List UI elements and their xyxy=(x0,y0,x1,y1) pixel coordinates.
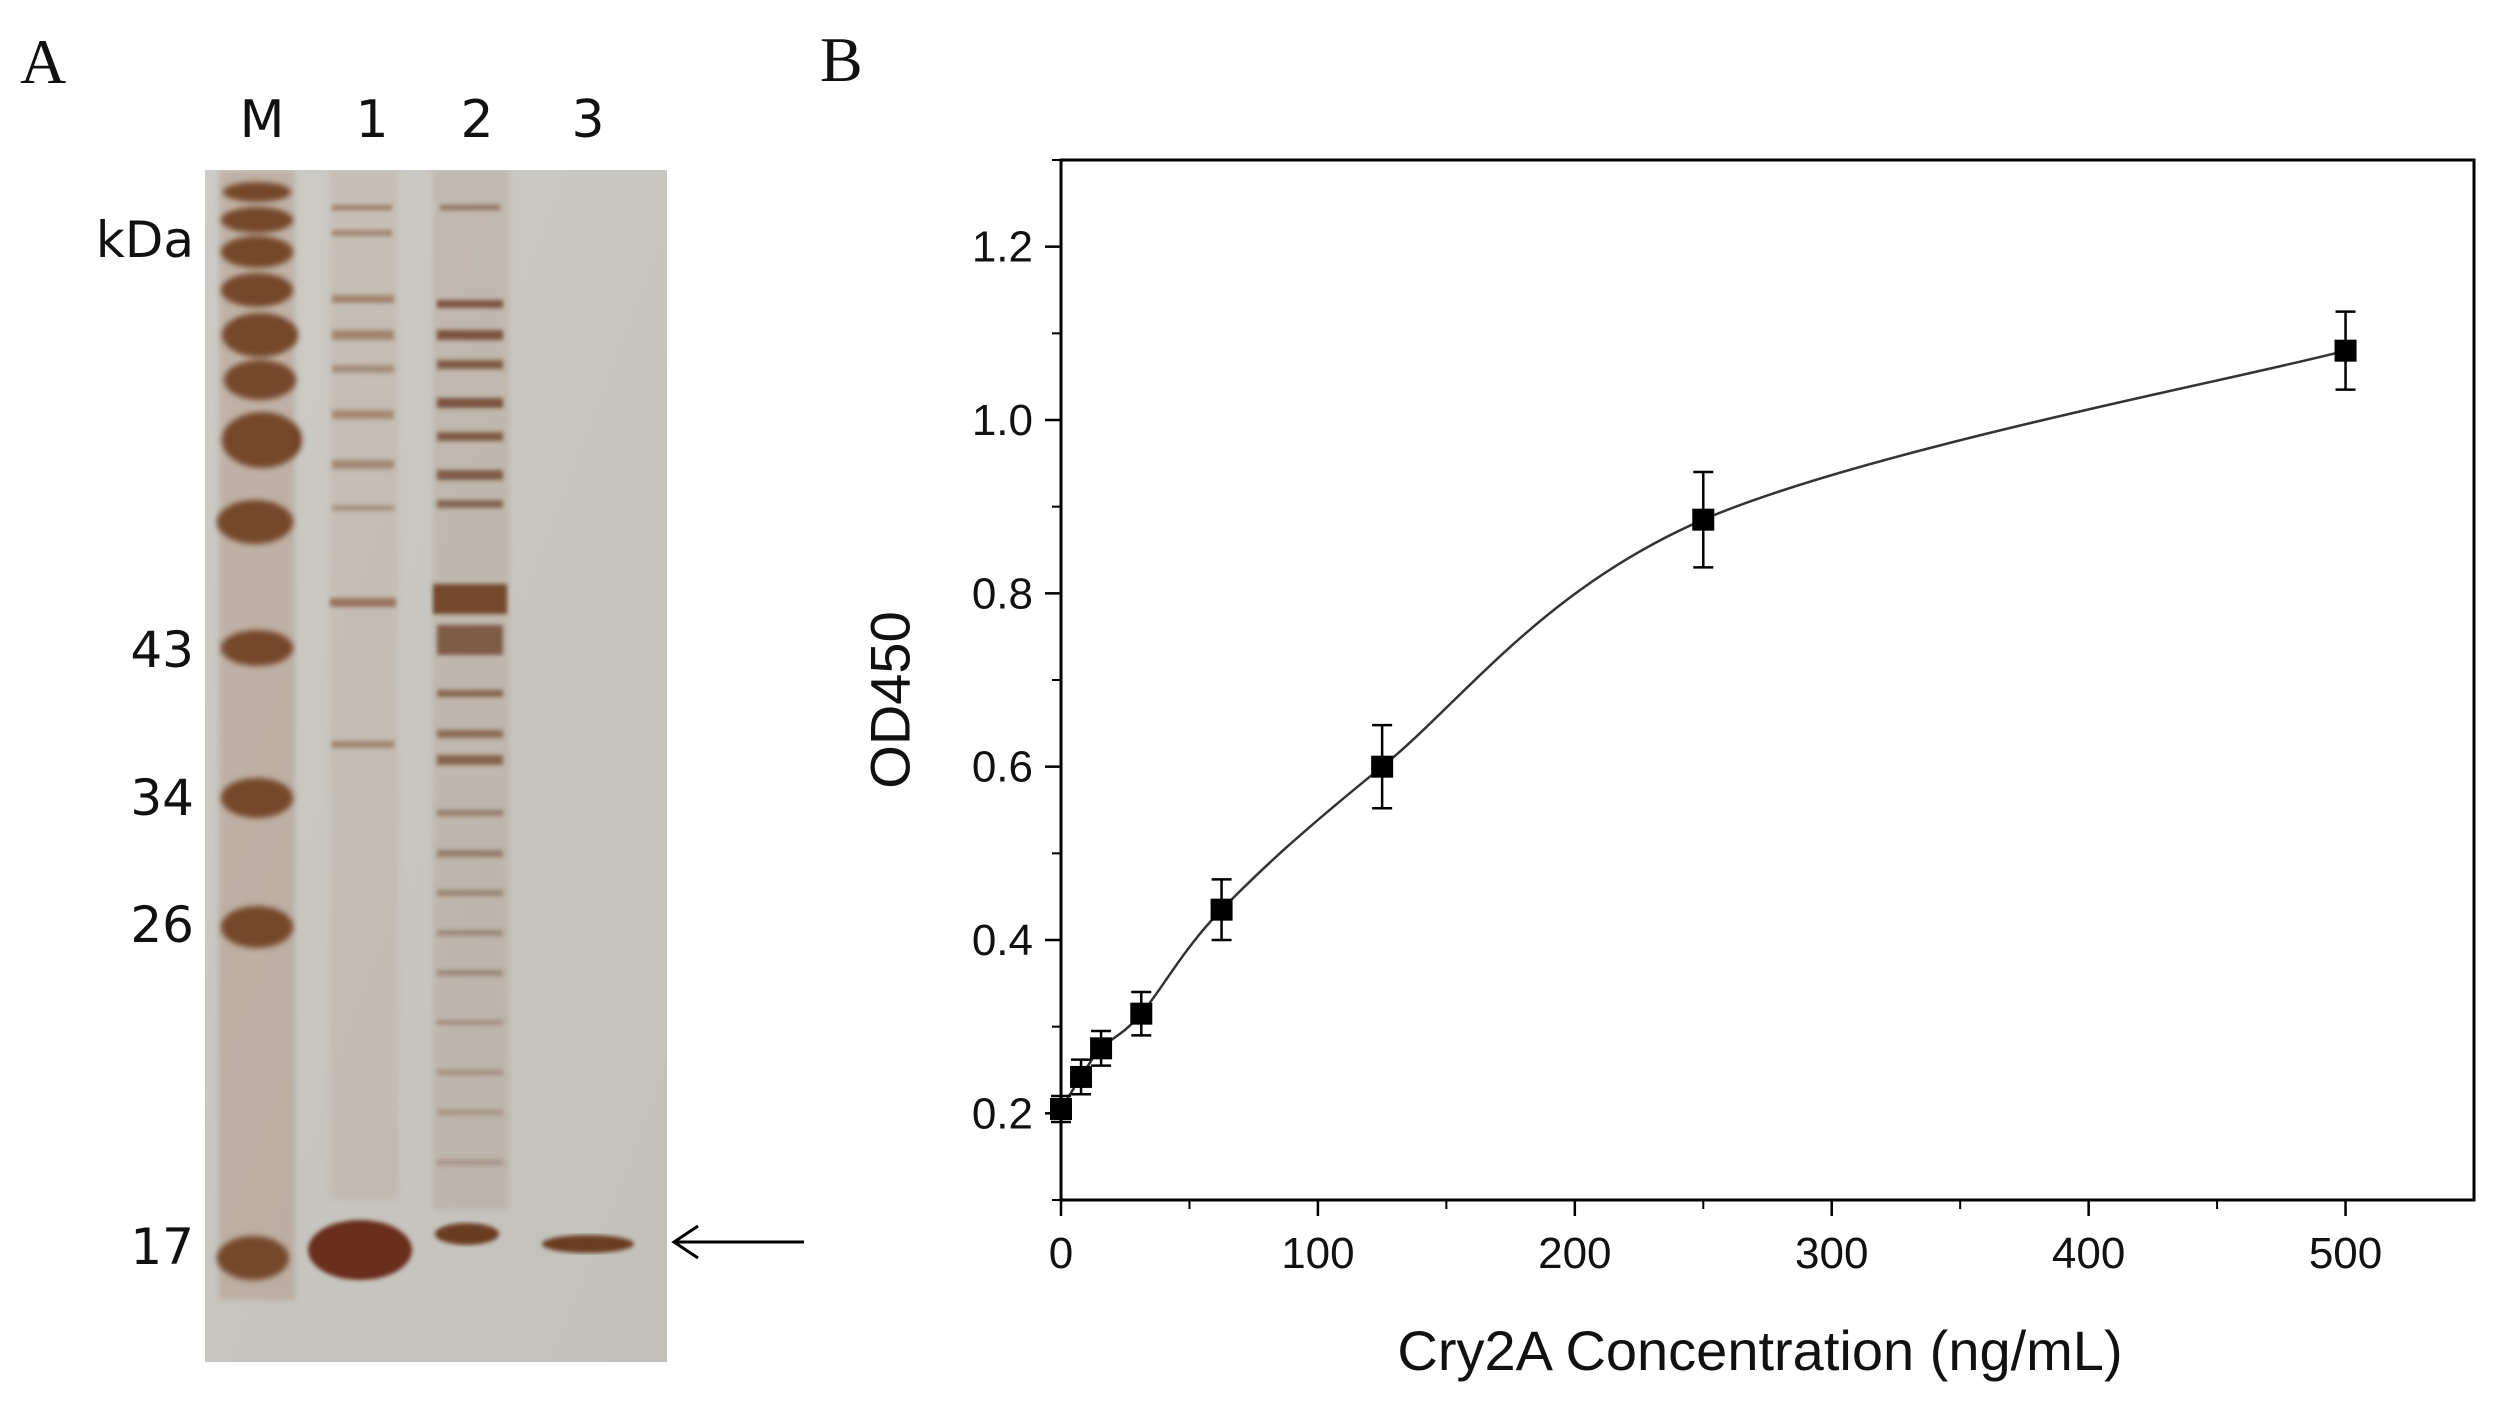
x-axis-label: Cry2A Concentration (ng/mL) xyxy=(1397,1319,2123,1382)
lane-label-2: 2 xyxy=(460,90,494,150)
y-tick-label: 0.4 xyxy=(972,916,1033,965)
x-tick-label: 200 xyxy=(1538,1229,1611,1278)
od450-chart: 0 100 200 300 400 500 0.2 0.4 0.6 0.8 1.0 1.2 xyxy=(972,158,2476,1278)
x-tick-label: 100 xyxy=(1281,1229,1354,1278)
panel-b-label: B xyxy=(820,24,863,95)
marker-label-26: 26 xyxy=(130,896,194,954)
data-point xyxy=(2334,339,2357,362)
y-axis-label: OD450 xyxy=(858,611,922,789)
kda-unit-label: kDa xyxy=(95,211,194,269)
lane-label-3: 3 xyxy=(571,90,605,150)
y-tick-label: 1.2 xyxy=(972,223,1033,272)
data-point xyxy=(1050,1098,1072,1120)
marker-label-34: 34 xyxy=(130,769,194,827)
data-point xyxy=(1130,1002,1153,1025)
x-tick-label: 400 xyxy=(2052,1229,2125,1278)
band-arrow-icon xyxy=(671,1224,804,1260)
x-tick-label: 300 xyxy=(1795,1229,1868,1278)
gel-image xyxy=(205,170,667,1362)
y-tick-label: 0.2 xyxy=(972,1089,1033,1138)
y-tick-label: 0.6 xyxy=(972,743,1033,792)
panel-a-label: A xyxy=(20,26,67,97)
x-tick-label: 0 xyxy=(1049,1229,1073,1278)
x-tick-label: 500 xyxy=(2309,1229,2382,1278)
plot-frame xyxy=(1059,158,2476,1202)
fit-curve xyxy=(1059,349,2346,1110)
data-point xyxy=(1692,508,1715,531)
lane-label-1: 1 xyxy=(355,90,389,150)
lane-label-m: M xyxy=(239,90,285,150)
y-tick-label: 0.8 xyxy=(972,569,1033,618)
data-point xyxy=(1210,898,1233,921)
data-point xyxy=(1070,1065,1093,1088)
marker-label-43: 43 xyxy=(130,621,194,679)
data-point xyxy=(1371,755,1394,778)
data-point xyxy=(1090,1037,1113,1060)
marker-label-17: 17 xyxy=(130,1218,194,1276)
y-tick-label: 1.0 xyxy=(972,396,1033,445)
